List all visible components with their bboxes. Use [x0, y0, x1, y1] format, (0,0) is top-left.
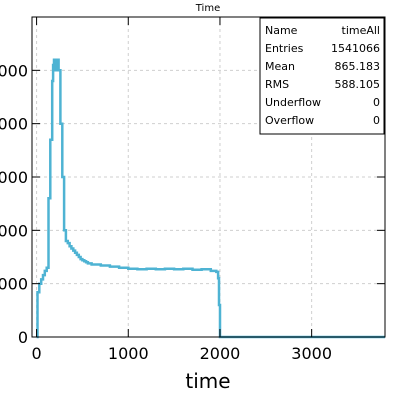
series-layer: [36, 58, 385, 339]
x-tick-label-3: 3000: [291, 344, 332, 363]
y-tick-label-5: 25000: [0, 61, 28, 80]
stats-label-mean: Mean: [265, 60, 295, 73]
x-axis-title: time: [185, 369, 230, 393]
stats-box: Name timeAll Entries 1541066 Mean 865.183 RMS 5…: [259, 17, 385, 135]
y-tick-label-0: 0: [18, 328, 28, 347]
y-tick-label-3: 15000: [0, 168, 28, 187]
stats-label-overflow: Overflow: [265, 114, 314, 127]
stats-label-rms: RMS: [265, 78, 289, 91]
stats-rows: Name timeAll Entries 1541066 Mean 865.183 RMS 5…: [265, 24, 380, 127]
stats-value-entries: 1541066: [331, 42, 380, 55]
y-tick-label-1: 5000: [0, 275, 28, 294]
chart-title: Time: [195, 3, 220, 14]
y-tick-label-2: 10000: [0, 221, 28, 240]
stats-box-frame: [259, 17, 385, 135]
stats-label-underflow: Underflow: [265, 96, 321, 109]
y-tick-label-4: 20000: [0, 115, 28, 134]
stats-value-underflow: 0: [373, 96, 380, 109]
histogram-series-0: [36, 58, 385, 339]
x-tick-labels: 0 1000 2000 3000: [31, 344, 332, 363]
stats-value-mean: 865.183: [335, 60, 381, 73]
y-tick-labels: 0 5000 10000 15000 20000 25000: [0, 61, 28, 347]
stats-value-rms: 588.105: [335, 78, 381, 91]
x-tick-label-0: 0: [31, 344, 41, 363]
stats-value-overflow: 0: [373, 114, 380, 127]
x-tick-label-2: 2000: [200, 344, 241, 363]
stats-label-name: Name: [265, 24, 298, 37]
stats-label-entries: Entries: [265, 42, 304, 55]
x-tick-label-1: 1000: [108, 344, 149, 363]
stats-value-name: timeAll: [342, 24, 381, 37]
